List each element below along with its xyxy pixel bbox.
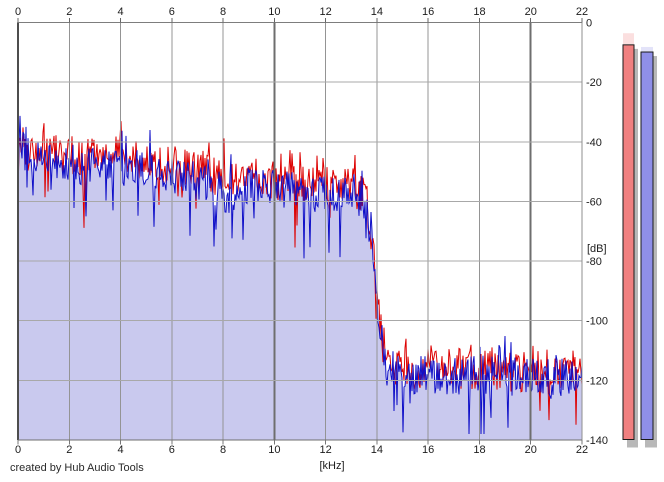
x-tick-label-bottom: 6: [169, 444, 175, 456]
x-tick-label-top: 2: [66, 6, 72, 18]
x-tick-label-bottom: 8: [220, 444, 226, 456]
x-tick-label-top: 20: [525, 6, 537, 18]
y-tick-label: -40: [586, 137, 602, 149]
plot-frame: [17, 22, 583, 441]
x-tick-label-top: 10: [268, 6, 280, 18]
y-tick-label: -80: [586, 256, 602, 268]
x-axis-bottom-labels: 0 2 4 6 8 10 12 14 16 18 20 22: [15, 444, 588, 456]
meter-peak-hold-right: [641, 46, 653, 53]
x-axis-unit-label: [kHz]: [319, 460, 344, 472]
y-tick-label: -120: [586, 375, 608, 387]
x-tick-label-top: 6: [169, 6, 175, 18]
level-meters: [622, 33, 657, 448]
x-tick-label-top: 18: [473, 6, 485, 18]
x-tick-label-bottom: 18: [473, 444, 485, 456]
y-tick-label: 0: [586, 18, 592, 30]
x-tick-label-bottom: 0: [15, 444, 21, 456]
x-tick-label-top: 14: [371, 6, 383, 18]
red-trace: [17, 121, 583, 425]
x-tick-label-top: 8: [220, 6, 226, 18]
credit-text: created by Hub Audio Tools: [10, 462, 144, 474]
x-tick-label-bottom: 2: [66, 444, 72, 456]
gridlines-layer: [18, 22, 582, 440]
y-tick-label: -140: [586, 435, 608, 447]
y-tick-label: -100: [586, 316, 608, 328]
y-axis-labels: 0 -20 -40 -60 -80 -100 -120 -140: [586, 18, 608, 448]
meter-bar-left: [622, 44, 635, 441]
x-tick-label-top: 22: [576, 6, 588, 18]
meter-peak-hold-left: [623, 33, 634, 45]
x-axis-top-labels: 0 2 4 6 8 10 12 14 16 18 20 22: [15, 6, 588, 18]
x-tick-label-bottom: 4: [117, 444, 123, 456]
spectrum-traces-layer: [17, 115, 583, 435]
meter-bar-right: [640, 51, 654, 440]
x-tick-label-top: 0: [15, 6, 21, 18]
y-axis-unit-label: [dB]: [587, 243, 607, 255]
y-tick-label: -60: [586, 196, 602, 208]
x-tick-label-bottom: 22: [576, 444, 588, 456]
x-tick-label-top: 16: [422, 6, 434, 18]
y-tick-label: -20: [586, 77, 602, 89]
x-tick-label-bottom: 16: [422, 444, 434, 456]
x-tick-label-bottom: 14: [371, 444, 383, 456]
x-tick-label-bottom: 20: [525, 444, 537, 456]
x-tick-label-bottom: 12: [320, 444, 332, 456]
axis-ticks: [17, 18, 583, 445]
x-tick-label-top: 12: [320, 6, 332, 18]
x-tick-label-top: 4: [117, 6, 123, 18]
blue-trace: [17, 115, 583, 435]
x-tick-label-bottom: 10: [268, 444, 280, 456]
